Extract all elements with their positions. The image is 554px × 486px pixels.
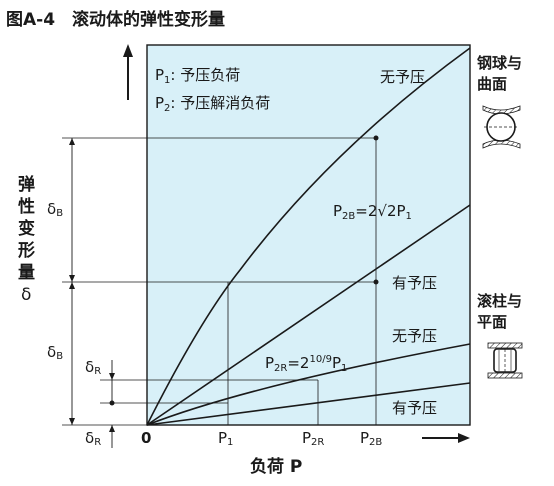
y-axis-label: 弹 性 变 形 量 δ — [18, 174, 35, 305]
svg-text:量: 量 — [18, 262, 35, 283]
label-ball-no-preload: 无予压 — [380, 68, 425, 86]
label-delta-b-upper: δB — [47, 200, 63, 219]
label-roller-preload: 有予压 — [392, 399, 437, 417]
label-roller-plane-2: 平面 — [477, 313, 507, 331]
curve-roller-no-preload — [146, 343, 471, 426]
label-roller-no-preload: 无予压 — [392, 327, 437, 345]
svg-text:δ: δ — [21, 285, 31, 305]
x-axis-arrowhead — [458, 433, 470, 443]
x-axis-label: 负荷 P — [250, 456, 302, 477]
line-roller-preload — [146, 382, 471, 426]
dim-arrow — [109, 373, 115, 380]
label-ball-preload: 有予压 — [392, 274, 437, 292]
tick-p2b: P2B — [360, 429, 382, 448]
formula-p2b: P2B=2√2P1 — [333, 202, 412, 222]
dim-arrow — [109, 425, 115, 432]
label-delta-b-lower: δB — [47, 343, 63, 362]
legend-p2: P2: 予压解消负荷 — [155, 94, 270, 114]
label-delta-r-upper: δR — [85, 358, 101, 377]
roller-contact-icon — [487, 342, 523, 379]
svg-text:变: 变 — [18, 218, 35, 239]
y-axis-arrowhead — [123, 44, 133, 57]
svg-text:弹: 弹 — [18, 174, 35, 195]
figure-title: 图A-4 滚动体的弹性变形量 — [6, 9, 225, 30]
dim-arrow — [69, 138, 75, 145]
dim-arrow — [69, 282, 75, 289]
plot-panel — [146, 44, 471, 426]
dim-arrow — [69, 275, 75, 282]
point-p2b-top — [373, 135, 379, 141]
svg-text:性: 性 — [18, 196, 35, 217]
tick-origin: 0 — [141, 429, 151, 447]
svg-text:形: 形 — [18, 240, 35, 261]
label-roller-plane-1: 滚柱与 — [477, 292, 522, 310]
formula-p2r: P2R=210/9P1 — [265, 354, 347, 374]
tick-p1: P1 — [218, 429, 233, 448]
curve-ball-no-preload — [146, 47, 471, 426]
point-p2b-preload — [373, 279, 379, 285]
line-ball-preload — [146, 204, 471, 426]
label-ball-surface-2: 曲面 — [477, 75, 507, 93]
label-delta-r-lower: δR — [85, 429, 101, 448]
dim-arrow — [69, 418, 75, 425]
ball-contact-icon — [482, 105, 521, 149]
legend-p1: P1: 予压负荷 — [155, 66, 240, 86]
label-ball-surface-1: 钢球与 — [477, 54, 522, 72]
tick-p2r: P2R — [302, 429, 324, 448]
